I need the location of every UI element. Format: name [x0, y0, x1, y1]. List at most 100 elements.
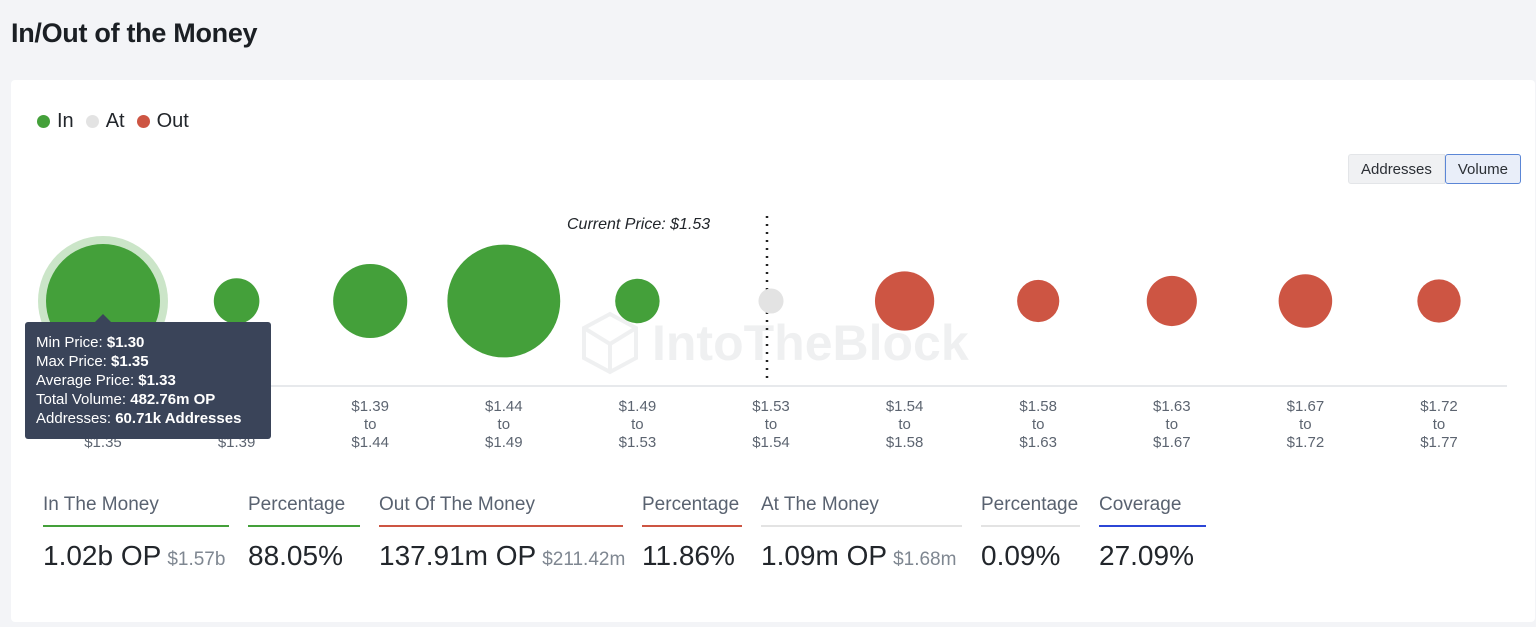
stat-amount: 1.02b OP: [43, 540, 162, 571]
stat-rule: [761, 525, 962, 527]
stat-label: Out Of The Money: [379, 494, 535, 515]
legend-label-out: Out: [156, 110, 189, 132]
legend-dot-out-icon: [136, 115, 150, 128]
addresses-button[interactable]: Addresses: [1348, 154, 1445, 184]
stat-rule: [248, 525, 360, 527]
x-tick-label: $1.54: [752, 434, 790, 451]
x-tick-label: $1.67: [1153, 434, 1191, 451]
bubble-at[interactable]: [758, 288, 784, 314]
legend-dot-at-icon: [85, 115, 99, 128]
legend: In At Out: [37, 110, 189, 133]
legend-dot-in-icon: [37, 115, 50, 128]
stat-rule: [379, 525, 623, 527]
stat-at-the-money: At The Money 1.09m OP $1.68m: [761, 494, 962, 572]
stat-rule: [43, 525, 229, 527]
x-tick-label: to: [1166, 416, 1179, 433]
tooltip-min-price: Min Price: $1.30: [36, 333, 271, 352]
x-tick-label: to: [498, 416, 511, 433]
tooltip-addresses: Addresses: 60.71k Addresses: [36, 409, 271, 428]
volume-button[interactable]: Volume: [1444, 154, 1521, 184]
x-tick-label: $1.67: [1287, 398, 1325, 415]
legend-label-at: At: [105, 110, 125, 132]
tooltip-max-value: $1.35: [111, 353, 149, 370]
x-tick-label: $1.58: [1019, 398, 1057, 415]
page-title: In/Out of the Money: [11, 18, 258, 48]
stat-value: 1.02b OP $1.57b: [43, 540, 229, 572]
stat-coverage: Coverage 27.09%: [1099, 494, 1206, 572]
x-tick-label: to: [765, 416, 778, 433]
stat-in-percentage: Percentage 88.05%: [248, 494, 360, 572]
stat-out-of-the-money: Out Of The Money 137.91m OP $211.42m: [379, 494, 626, 572]
x-tick-label: to: [1032, 416, 1045, 433]
x-tick-label: $1.39: [351, 398, 389, 415]
x-tick-label: $1.49: [619, 398, 657, 415]
tooltip: Min Price: $1.30 Max Price: $1.35 Averag…: [25, 314, 271, 439]
tooltip-arrow: [95, 314, 111, 322]
stat-rule: [642, 525, 742, 527]
bubble-out[interactable]: [1017, 279, 1060, 323]
current-price-label: Current Price: $1.53: [567, 216, 710, 233]
x-tick-label: $1.63: [1019, 434, 1057, 451]
tooltip-vol-value: 482.76m OP: [130, 391, 216, 408]
metric-toggle: Addresses Volume: [1348, 154, 1521, 184]
tooltip-avg-price: Average Price: $1.33: [36, 371, 271, 390]
legend-item-in[interactable]: In: [37, 110, 74, 133]
x-tick-label: $1.72: [1420, 398, 1458, 415]
x-tick-label: $1.49: [485, 434, 523, 451]
stat-label: Percentage: [642, 494, 740, 515]
x-tick-label: to: [898, 416, 911, 433]
x-tick-label: to: [1433, 416, 1446, 433]
stat-label: Coverage: [1099, 494, 1182, 515]
legend-label-in: In: [57, 110, 74, 132]
stat-rule: [981, 525, 1080, 527]
x-tick-label: $1.63: [1153, 398, 1191, 415]
stat-value: 11.86%: [642, 540, 735, 571]
x-tick-label: $1.44: [485, 398, 523, 415]
tooltip-volume: Total Volume: 482.76m OP: [36, 390, 271, 409]
tooltip-addr-label: Addresses:: [36, 410, 112, 427]
stat-value: 0.09%: [981, 540, 1061, 571]
tooltip-addr-value: 60.71k Addresses: [115, 410, 242, 427]
stat-label: Percentage: [981, 494, 1079, 515]
stat-amount: 137.91m OP: [379, 540, 537, 571]
legend-item-at[interactable]: At: [85, 110, 125, 133]
x-tick-label: $1.53: [752, 398, 790, 415]
stat-label: In The Money: [43, 494, 159, 515]
x-tick-label: $1.72: [1287, 434, 1325, 451]
x-tick-labels: $1.30to$1.35$1.35to$1.39$1.39to$1.44$1.4…: [84, 398, 1458, 451]
legend-item-out[interactable]: Out: [136, 110, 189, 133]
bubble-in[interactable]: [333, 263, 408, 339]
bubble-out[interactable]: [1278, 274, 1333, 328]
tooltip-min-label: Min Price:: [36, 334, 103, 351]
tooltip-max-label: Max Price:: [36, 353, 107, 370]
stat-value: 27.09%: [1099, 540, 1194, 571]
tooltip-max-price: Max Price: $1.35: [36, 352, 271, 371]
stat-value: 137.91m OP $211.42m: [379, 540, 626, 572]
tooltip-min-value: $1.30: [106, 334, 145, 351]
bubble-out[interactable]: [1417, 279, 1461, 323]
x-tick-label: to: [1299, 416, 1312, 433]
stat-label: Percentage: [248, 494, 346, 515]
stat-rule: [1099, 525, 1206, 527]
stat-usd: $1.57b: [167, 549, 226, 570]
stat-usd: $1.68m: [893, 549, 957, 570]
bubble-in[interactable]: [447, 244, 561, 358]
tooltip-vol-label: Total Volume:: [36, 391, 127, 408]
bubble-in[interactable]: [213, 278, 260, 324]
stat-amount: 1.09m OP: [761, 540, 888, 571]
stat-value: 88.05%: [248, 540, 343, 571]
x-tick-label: to: [631, 416, 644, 433]
bubble-out[interactable]: [1146, 275, 1197, 327]
stat-label: At The Money: [761, 494, 879, 515]
stat-value: 1.09m OP $1.68m: [761, 540, 962, 572]
x-tick-label: $1.58: [886, 434, 924, 451]
stat-in-the-money: In The Money 1.02b OP $1.57b: [43, 494, 229, 572]
bubble-out[interactable]: [874, 271, 935, 331]
bubble-in[interactable]: [615, 278, 660, 324]
tooltip-avg-value: $1.33: [138, 372, 176, 389]
stat-usd: $211.42m: [542, 549, 626, 570]
stat-out-percentage: Percentage 11.86%: [642, 494, 742, 572]
x-tick-label: to: [364, 416, 377, 433]
x-tick-label: $1.44: [351, 434, 389, 451]
x-tick-label: $1.77: [1420, 434, 1458, 451]
